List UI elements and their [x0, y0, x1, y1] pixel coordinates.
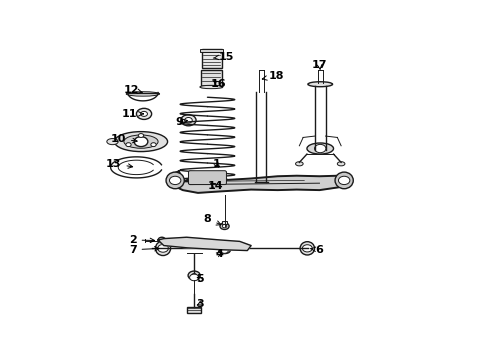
Circle shape	[185, 117, 192, 123]
Ellipse shape	[308, 82, 333, 87]
Circle shape	[188, 271, 200, 280]
Text: 17: 17	[312, 60, 327, 70]
Circle shape	[136, 108, 151, 120]
FancyBboxPatch shape	[189, 171, 226, 185]
Text: 5: 5	[196, 274, 204, 284]
Circle shape	[192, 274, 197, 278]
Text: 2: 2	[129, 235, 155, 245]
Ellipse shape	[126, 92, 160, 96]
Circle shape	[181, 115, 196, 126]
Circle shape	[158, 244, 169, 252]
Ellipse shape	[300, 242, 315, 255]
Bar	[222, 221, 227, 224]
Circle shape	[302, 245, 312, 252]
Circle shape	[220, 223, 229, 229]
Circle shape	[134, 136, 148, 147]
Ellipse shape	[337, 162, 345, 166]
Ellipse shape	[155, 241, 171, 256]
Ellipse shape	[124, 135, 158, 148]
Text: 8: 8	[204, 214, 221, 225]
Bar	[201, 70, 221, 87]
Text: 9: 9	[175, 117, 187, 127]
Text: 7: 7	[129, 245, 159, 255]
Circle shape	[141, 111, 147, 116]
Ellipse shape	[191, 179, 223, 184]
Text: 15: 15	[213, 51, 234, 62]
Ellipse shape	[107, 139, 118, 145]
Circle shape	[170, 176, 181, 185]
Circle shape	[190, 274, 199, 281]
Circle shape	[158, 237, 166, 243]
Text: 13: 13	[106, 159, 133, 169]
Circle shape	[339, 176, 350, 185]
Ellipse shape	[295, 162, 303, 166]
Circle shape	[220, 248, 228, 253]
Circle shape	[222, 225, 227, 228]
Polygon shape	[158, 237, 251, 251]
Text: 14: 14	[207, 181, 223, 191]
Bar	[202, 49, 221, 68]
Ellipse shape	[186, 177, 229, 186]
Ellipse shape	[200, 85, 222, 89]
Circle shape	[151, 143, 156, 147]
Text: 6: 6	[310, 245, 323, 255]
Text: 3: 3	[196, 299, 204, 309]
Ellipse shape	[219, 247, 230, 253]
Ellipse shape	[335, 172, 353, 189]
Text: 16: 16	[211, 79, 226, 89]
Circle shape	[126, 143, 131, 147]
Polygon shape	[170, 171, 346, 193]
Bar	[187, 306, 201, 314]
Ellipse shape	[114, 132, 168, 152]
Bar	[200, 49, 223, 51]
Text: 10: 10	[111, 134, 137, 144]
Circle shape	[315, 144, 326, 153]
Text: 12: 12	[124, 85, 142, 95]
Text: 11: 11	[122, 109, 143, 119]
Ellipse shape	[166, 172, 184, 189]
Text: 4: 4	[215, 249, 223, 259]
Text: 1: 1	[212, 159, 220, 169]
Ellipse shape	[307, 143, 334, 154]
Text: 18: 18	[262, 71, 284, 81]
Circle shape	[138, 134, 144, 138]
